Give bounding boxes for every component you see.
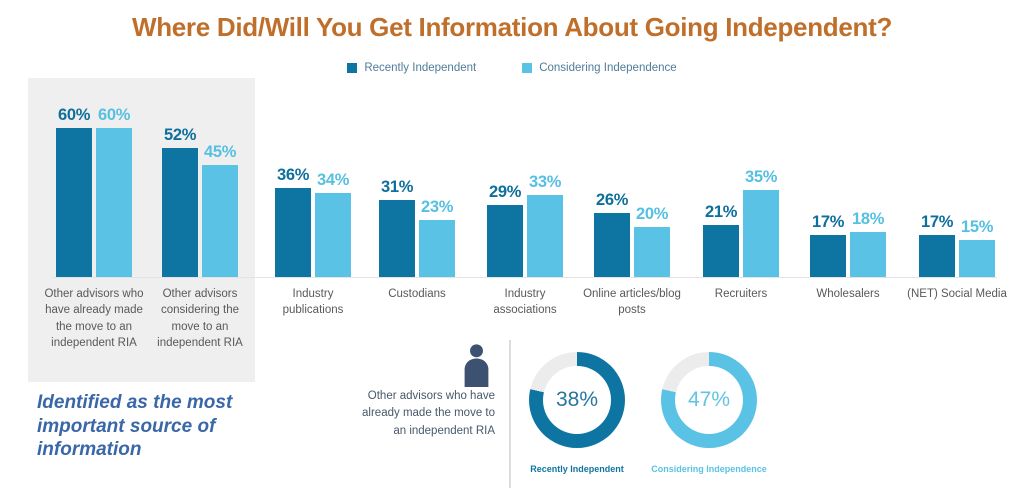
category-label: Other advisors who have already made the m… xyxy=(44,288,144,349)
bar-recently-independent xyxy=(703,225,739,277)
legend-swatch-icon xyxy=(347,63,358,73)
bar-group: 26% 20% Online articles/blog posts xyxy=(570,90,694,360)
bar-recently-independent xyxy=(379,200,415,277)
bar-group: 31% 23% Custodians xyxy=(355,90,479,360)
bar-group: 60% 60% Other advisors who have already mad… xyxy=(32,90,156,360)
donut-value: 47% xyxy=(675,366,743,434)
bar-value-label: 15% xyxy=(960,218,994,236)
bar-value-label: 33% xyxy=(528,173,562,191)
bar-group: 17% 15% (NET) Social Media xyxy=(895,90,1019,360)
bar-considering-independence xyxy=(634,227,670,277)
chart-legend: Recently Independent Considering Independ… xyxy=(0,62,1024,74)
bar-value-label: 60% xyxy=(57,106,91,124)
category-label: Recruiters xyxy=(714,288,768,300)
page-title: Where Did/Will You Get Information About… xyxy=(131,12,893,42)
bar-considering-independence xyxy=(743,190,779,277)
donut-chart: 47% xyxy=(661,352,757,448)
bar-recently-independent xyxy=(56,128,92,277)
bar-value-label: 60% xyxy=(97,106,131,124)
bar-value-label: 21% xyxy=(704,203,738,221)
bar-recently-independent xyxy=(919,235,955,277)
legend-label: Recently Independent xyxy=(364,62,477,74)
bar-recently-independent xyxy=(810,235,846,277)
callout-text: Other advisors who have already made the … xyxy=(362,390,495,437)
donut-value: 38% xyxy=(543,366,611,434)
category-label: Other advisors considering the move to an i… xyxy=(157,288,243,349)
bar-recently-independent xyxy=(162,148,198,277)
bar-considering-independence xyxy=(959,240,995,277)
bar-group: 52% 45% Other advisors considering the move … xyxy=(138,90,262,360)
section-divider xyxy=(509,340,511,488)
bar-value-label: 23% xyxy=(420,198,454,216)
bar-value-label: 45% xyxy=(203,143,237,161)
bar-value-label: 36% xyxy=(276,166,310,184)
bar-value-label: 31% xyxy=(380,178,414,196)
legend-swatch-icon xyxy=(522,63,533,73)
bar-considering-independence xyxy=(850,232,886,277)
highlight-note: Identified as the most important source o… xyxy=(37,392,233,461)
category-label: Industry associations xyxy=(493,288,557,317)
category-label: Online articles/blog posts xyxy=(583,288,681,317)
bar-considering-independence xyxy=(315,193,351,277)
bar-group: 21% 35% Recruiters xyxy=(679,90,803,360)
bar-recently-independent xyxy=(594,213,630,277)
category-label: Industry publications xyxy=(282,288,344,317)
bar-considering-independence xyxy=(96,128,132,277)
bar-considering-independence xyxy=(419,220,455,277)
bar-value-label: 18% xyxy=(851,210,885,228)
bar-recently-independent xyxy=(487,205,523,277)
category-label: Wholesalers xyxy=(816,288,880,300)
bar-value-label: 17% xyxy=(811,213,845,231)
donut-label: Considering Independence xyxy=(651,464,767,474)
legend-item: Considering Independence xyxy=(522,62,677,74)
bar-group: 29% 33% Industry associations xyxy=(463,90,587,360)
bar-value-label: 17% xyxy=(920,213,954,231)
bar-group: 36% 34% Industry publications xyxy=(251,90,375,360)
bar-value-label: 52% xyxy=(163,126,197,144)
bar-recently-independent xyxy=(275,188,311,277)
category-label: Custodians xyxy=(388,288,446,300)
person-icon xyxy=(461,344,492,387)
legend-item: Recently Independent xyxy=(347,62,476,74)
donut-chart: 38% xyxy=(529,352,625,448)
bar-considering-independence xyxy=(202,165,238,277)
donut-label: Recently Independent xyxy=(530,464,624,474)
legend-label: Considering Independence xyxy=(539,62,677,74)
bar-value-label: 29% xyxy=(488,183,522,201)
bar-value-label: 34% xyxy=(316,171,350,189)
bar-group: 17% 18% Wholesalers xyxy=(786,90,910,360)
bar-value-label: 35% xyxy=(744,168,778,186)
bar-considering-independence xyxy=(527,195,563,277)
bar-value-label: 26% xyxy=(595,191,629,209)
bar-value-label: 20% xyxy=(635,205,669,223)
category-label: (NET) Social Media xyxy=(907,288,1007,300)
axis-baseline xyxy=(52,277,997,278)
